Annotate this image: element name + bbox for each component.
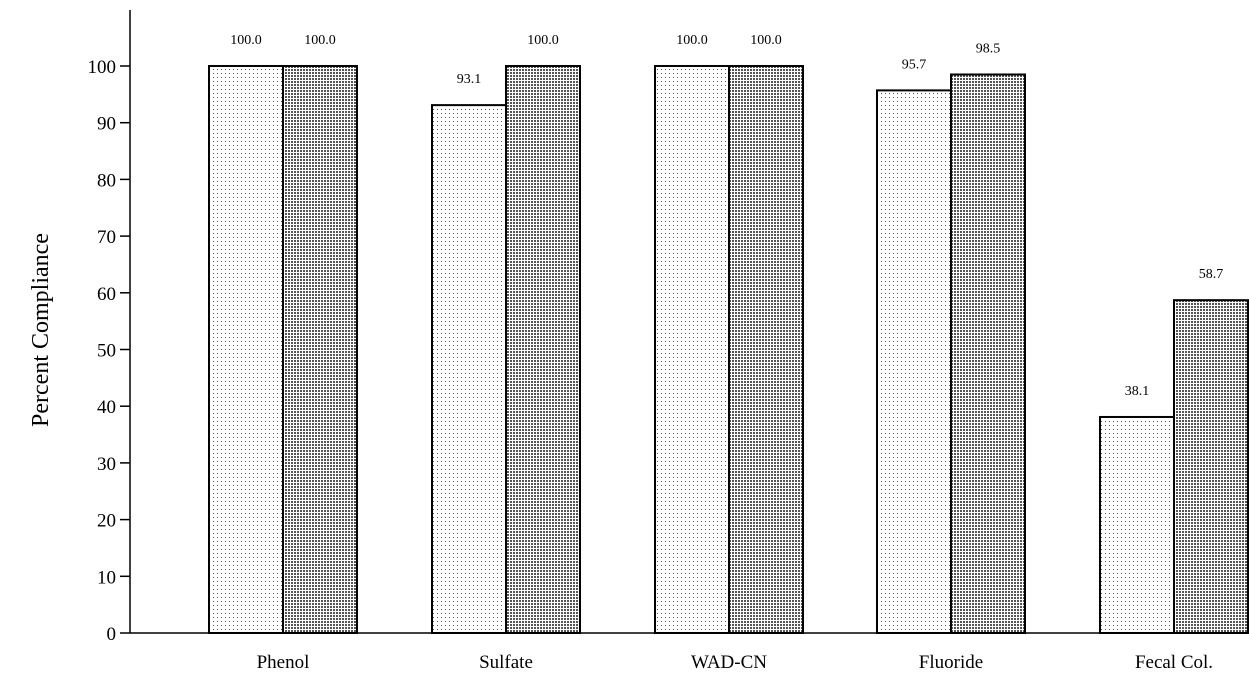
- bar-series-1: [208, 65, 284, 634]
- bar-data-label: 100.0: [230, 33, 262, 48]
- y-tick-label: 90: [97, 114, 116, 135]
- bar-series-2: [1173, 299, 1249, 634]
- bar-data-label: 58.7: [1199, 267, 1224, 282]
- y-tick-label: 70: [97, 227, 116, 248]
- x-category-label: Phenol: [257, 652, 310, 673]
- bar-series-2: [505, 65, 581, 634]
- bar-series-1: [654, 65, 730, 634]
- bar-series-2: [282, 65, 358, 634]
- y-tick-label: 20: [97, 511, 116, 532]
- x-category-label: Fluoride: [919, 652, 983, 673]
- bar-data-label: 100.0: [304, 33, 336, 48]
- bar-data-label: 100.0: [750, 33, 782, 48]
- y-tick-label: 100: [88, 57, 117, 78]
- bar-series-1: [876, 89, 952, 635]
- y-tick-label: 50: [97, 341, 116, 362]
- y-tick-label: 40: [97, 397, 116, 418]
- y-tick-label: 30: [97, 454, 116, 475]
- y-tick-label: 60: [97, 284, 116, 305]
- bar-series-2: [950, 73, 1026, 634]
- y-axis-title: Percent Compliance: [28, 233, 54, 427]
- bar-data-label: 100.0: [527, 33, 559, 48]
- bar-data-label: 93.1: [457, 72, 482, 87]
- bar-series-1: [1099, 415, 1175, 634]
- x-category-label: WAD-CN: [691, 652, 767, 673]
- labels-group: Phenol 100.0 100.0 Sulfate 93.1 100.0 WAD-CN 10…: [230, 33, 1223, 673]
- bar-series-2: [728, 65, 804, 634]
- bars-group: [208, 65, 1249, 635]
- bar-data-label: 38.1: [1125, 384, 1150, 399]
- bar-data-label: 95.7: [902, 57, 927, 72]
- y-tick-label: 10: [97, 567, 116, 588]
- bar-series-1: [431, 104, 507, 635]
- bar-data-label: 100.0: [676, 33, 708, 48]
- y-tick-label: 80: [97, 170, 116, 191]
- bar-data-label: 98.5: [976, 42, 1001, 57]
- x-category-label: Sulfate: [479, 652, 533, 673]
- x-category-label: Fecal Col.: [1135, 652, 1213, 673]
- y-tick-label: 0: [107, 624, 117, 645]
